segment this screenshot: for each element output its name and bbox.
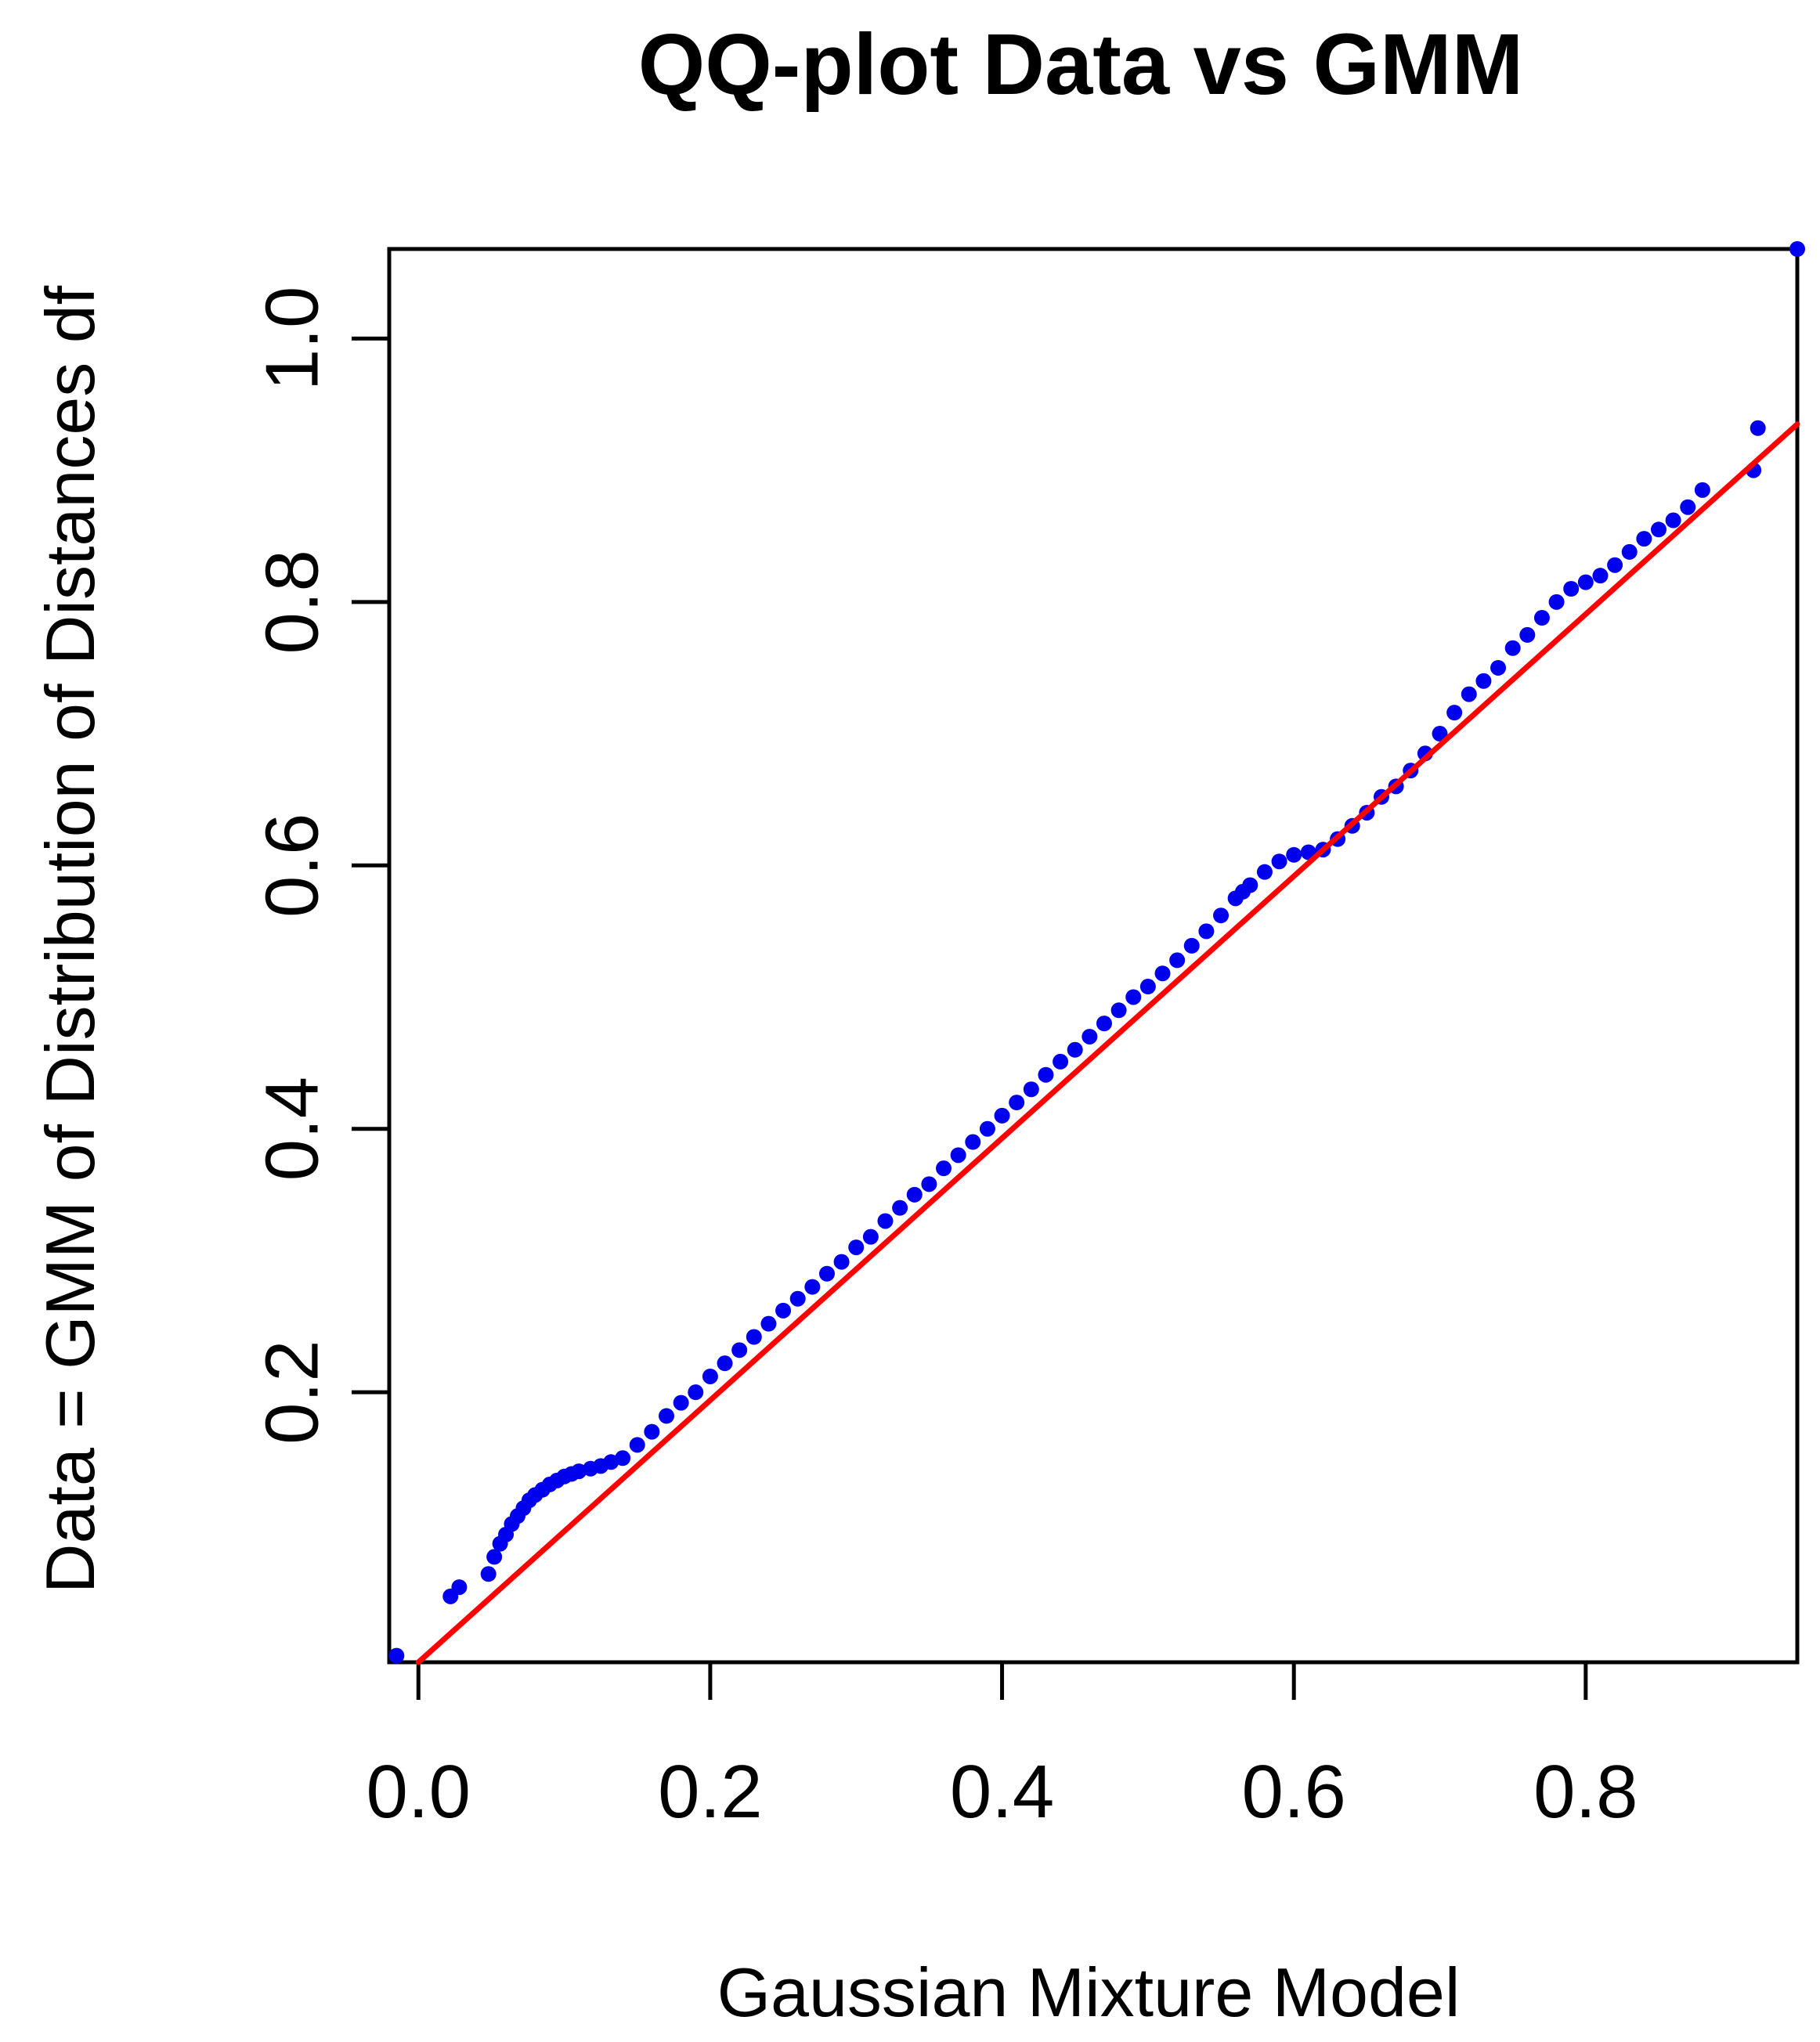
- data-point: [833, 1254, 850, 1270]
- data-point: [1490, 659, 1507, 676]
- data-point: [1067, 1041, 1083, 1058]
- y-tick-label: 0.6: [251, 814, 334, 918]
- data-point: [571, 1463, 587, 1480]
- data-point: [746, 1329, 762, 1345]
- data-point: [994, 1107, 1010, 1124]
- data-point: [480, 1566, 497, 1582]
- data-point: [789, 1290, 806, 1307]
- data-point: [688, 1384, 704, 1401]
- data-point: [1023, 1081, 1039, 1098]
- x-axis: 0.0 0.2 0.4 0.6 0.8: [367, 1660, 1638, 1834]
- data-point: [451, 1579, 468, 1596]
- x-tick-label: 0.2: [658, 1750, 762, 1834]
- data-point: [906, 1186, 923, 1203]
- x-tick-label: 0.4: [950, 1750, 1054, 1834]
- data-point: [760, 1315, 777, 1332]
- data-point: [1213, 907, 1230, 924]
- data-point: [1592, 568, 1609, 584]
- data-points: [388, 241, 1805, 1664]
- data-point: [950, 1147, 966, 1164]
- data-point: [629, 1437, 645, 1453]
- data-point: [877, 1213, 894, 1229]
- data-point: [1038, 1066, 1054, 1083]
- x-axis-label: Gaussian Mixture Model: [717, 1954, 1461, 2031]
- data-point: [979, 1120, 995, 1137]
- data-point: [1096, 1016, 1112, 1032]
- data-point: [1680, 499, 1696, 515]
- data-point: [1154, 965, 1171, 982]
- data-point: [1432, 726, 1448, 742]
- y-axis: 0.2 0.4 0.6 0.8 1.0: [251, 287, 392, 1445]
- x-tick-label: 0.8: [1533, 1750, 1638, 1834]
- y-tick-label: 1.0: [251, 287, 334, 391]
- data-point: [862, 1228, 879, 1245]
- data-point: [1789, 241, 1805, 257]
- data-point: [1271, 853, 1287, 870]
- data-point: [1009, 1095, 1025, 1111]
- data-point: [1053, 1053, 1069, 1070]
- data-point: [818, 1265, 835, 1282]
- data-point: [1242, 877, 1258, 893]
- data-point: [702, 1368, 718, 1384]
- data-point: [615, 1450, 631, 1467]
- data-point: [1475, 673, 1492, 689]
- data-point: [965, 1134, 981, 1150]
- data-point: [1504, 640, 1521, 656]
- data-point: [848, 1239, 865, 1256]
- y-axis-label: Data = GMM of Distribution of Distances …: [31, 285, 109, 1593]
- x-tick-label: 0.0: [367, 1750, 471, 1834]
- data-point: [1621, 543, 1638, 560]
- data-point: [1650, 521, 1667, 538]
- data-point: [1125, 989, 1142, 1005]
- data-point: [1665, 512, 1681, 529]
- y-tick-label: 0.8: [251, 550, 334, 654]
- data-point: [804, 1279, 821, 1295]
- data-point: [486, 1549, 503, 1565]
- data-point: [936, 1160, 952, 1177]
- data-point: [1286, 846, 1302, 863]
- data-point: [1198, 923, 1215, 940]
- data-point: [775, 1302, 792, 1319]
- reference-line: [415, 421, 1800, 1665]
- data-point: [1577, 574, 1594, 590]
- data-point: [892, 1200, 908, 1216]
- data-point: [1183, 937, 1200, 954]
- y-tick-label: 0.2: [251, 1340, 334, 1444]
- data-point: [1519, 626, 1536, 643]
- data-point: [1607, 557, 1623, 573]
- data-point: [1082, 1028, 1098, 1044]
- data-point: [1750, 420, 1766, 436]
- data-point: [921, 1176, 937, 1192]
- data-point: [1139, 979, 1156, 995]
- x-tick-label: 0.6: [1241, 1750, 1345, 1834]
- data-point: [659, 1408, 675, 1424]
- chart-title: QQ-plot Data vs GMM: [638, 16, 1524, 113]
- data-point: [717, 1355, 733, 1372]
- data-point: [1110, 1002, 1127, 1019]
- data-point: [1461, 686, 1477, 702]
- data-point: [1446, 705, 1463, 721]
- data-point: [1694, 482, 1710, 498]
- data-point: [1533, 610, 1550, 626]
- y-tick-label: 0.4: [251, 1077, 334, 1181]
- data-point: [1636, 531, 1652, 547]
- data-point: [1256, 864, 1273, 880]
- data-point: [1563, 581, 1580, 597]
- data-point: [673, 1394, 689, 1411]
- data-point: [1548, 593, 1565, 610]
- data-point: [1169, 952, 1186, 969]
- plot-frame: [387, 247, 1800, 1665]
- data-point: [731, 1342, 748, 1358]
- data-point: [388, 1647, 405, 1664]
- data-point: [644, 1423, 660, 1440]
